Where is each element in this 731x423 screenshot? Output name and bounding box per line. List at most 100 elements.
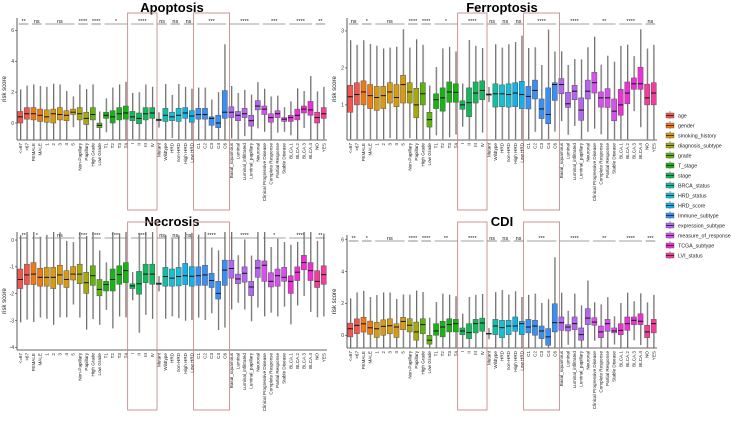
box-t1 [433,323,439,336]
y-tick-label: 4 [11,59,14,65]
box-iii [142,263,149,283]
x-tick-label: C1 [526,351,531,357]
significance-label: **** [240,233,249,239]
x-tick-label: I [460,143,465,144]
x-tick-label: Luminal_infiltrated [242,353,247,391]
box-yes [650,82,657,106]
x-tick-label: BLCA.1 [618,351,623,367]
box-blca-1 [287,275,294,294]
x-tick-label: YES [651,351,656,360]
box-i [129,111,136,121]
panel-title: Apoptosis [140,0,204,15]
y-tick-label: 6 [11,28,14,34]
box-luminal-papillary [248,281,254,296]
x-tick-label: T2 [440,143,445,149]
x-tick-label: >67 [24,353,29,361]
x-tick-label: Low Grade [97,143,102,166]
box-wildtype [492,83,499,108]
box-low-hrd [518,321,525,335]
panel-title: Necrosis [145,214,200,229]
x-tick-label: I [130,143,135,144]
box-papillary [413,321,420,341]
legend-label: measure_of_response [678,233,731,239]
x-tick-label: Low HRD [519,350,524,370]
x-tick-label: 1 [374,351,379,354]
significance-label: ns [502,19,508,25]
legend-label: HRD_score [678,203,705,209]
box-papillary [413,87,420,119]
x-tick-label: Non-Papillary [407,350,412,378]
box-blca-4 [637,66,644,90]
box-c4 [545,87,551,124]
x-tick-label: C2 [533,143,538,149]
x-tick-label: HRD [170,352,175,363]
x-tick-label: C3 [539,351,544,357]
x-tick-label: BLCA.1 [288,353,293,369]
box-blca-1 [617,89,624,116]
legend-label: TCGA_subtype [678,243,714,249]
x-tick-label: <=67 [18,353,23,364]
x-tick-label: 3 [387,351,392,354]
box-1 [43,267,50,287]
box--67 [354,318,360,334]
x-tick-label: >67 [24,143,29,151]
x-tick-label: non-HRD [506,350,511,370]
y-tick-label: 3 [341,29,344,35]
highlight-box-immune_subtype [523,221,561,411]
x-tick-label: C4 [546,143,551,149]
x-tick-label: C4 [216,143,221,149]
x-tick-label: Luminal_infiltrated [242,143,247,181]
significance-label: * [366,19,369,25]
box-hrd [169,268,175,287]
significance-label: **** [92,233,101,239]
box-c6 [551,82,558,101]
x-tick-label: <=67 [18,143,23,154]
box-luminal-infiltrated [571,85,578,100]
x-tick-label: C3 [209,143,214,149]
x-tick-label: BLCA.2 [295,353,300,369]
box-non-papillary [406,82,413,104]
box-blca-2 [294,108,301,121]
x-tick-label: >67 [354,143,359,151]
x-tick-label: 5 [401,351,406,354]
x-tick-label: non-HRD [176,142,181,162]
x-tick-label: FEMALE [361,351,366,369]
box-complete-response [598,91,604,108]
significance-label: ** [21,233,26,239]
legend-label: smoking_history [678,133,717,139]
x-tick-label: MALE [368,351,373,364]
x-tick-label: 2 [51,143,56,146]
x-tick-label: II [467,351,472,354]
x-tick-label: >67 [354,351,359,359]
significance-label: **** [422,19,431,25]
box-1 [43,109,50,123]
x-tick-label: IV [150,352,155,357]
x-tick-label: 2 [51,353,56,356]
x-tick-label: 2 [381,351,386,354]
significance-label: ns [387,19,393,25]
box-t4 [123,262,129,283]
significance-label: ns [34,19,40,25]
box-hrd [499,320,505,338]
x-tick-label: IV [480,350,485,355]
x-tick-label: T1 [104,143,109,149]
y-axis-label: risk score [2,288,8,314]
panel-title: CDI [491,214,513,229]
x-tick-label: Non-Papillary [77,352,82,380]
box-c1 [525,319,532,334]
box-high-hrd [512,82,519,107]
box-clinical-progressive-disease [591,317,598,326]
significance-label: **** [422,236,431,242]
significance-label: * [36,233,39,239]
x-tick-label: T3 [447,351,452,357]
box-stable-disease [611,327,617,334]
x-tick-label: T4 [453,143,458,149]
x-tick-label: Luminal [236,353,241,369]
x-tick-label: Mutant [486,350,491,365]
significance-label: ns [172,233,178,239]
box-no [644,83,650,106]
x-tick-label: III [473,143,478,147]
x-tick-label: Partial Response [605,351,610,386]
x-tick-label: High Grade [420,351,425,375]
significance-label: **** [138,19,147,25]
